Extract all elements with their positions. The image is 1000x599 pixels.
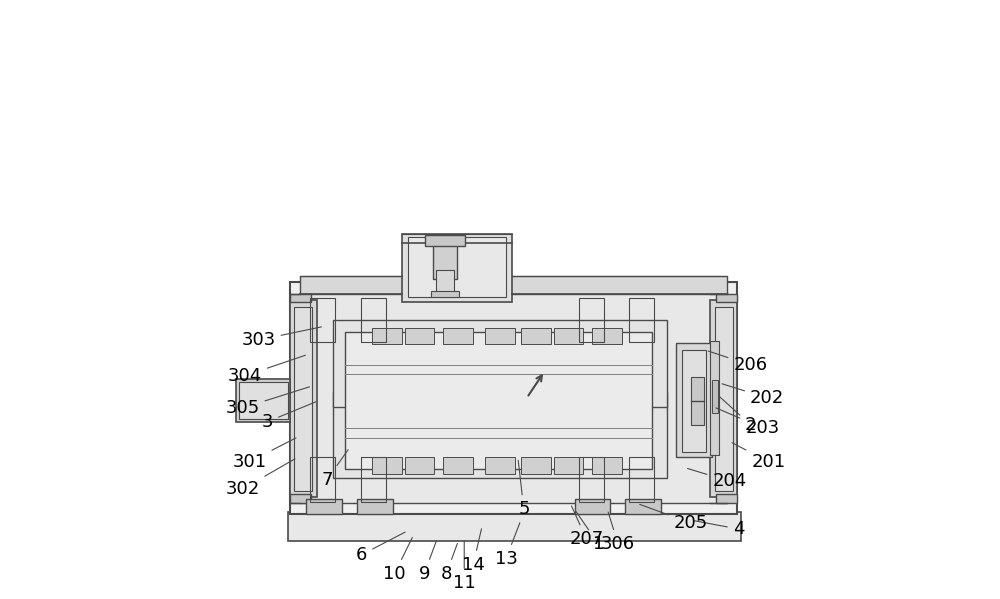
Bar	[436, 270, 454, 294]
Bar	[521, 458, 551, 474]
Text: 206: 206	[708, 351, 767, 374]
Text: 205: 205	[640, 504, 708, 532]
Text: 204: 204	[687, 468, 747, 491]
Text: 11: 11	[453, 541, 476, 592]
Text: 303: 303	[241, 327, 321, 349]
Text: 6: 6	[356, 532, 405, 564]
Bar	[682, 350, 706, 452]
Bar	[408, 237, 506, 297]
Ellipse shape	[481, 345, 531, 362]
Text: 304: 304	[228, 355, 305, 385]
Bar	[716, 294, 737, 302]
Ellipse shape	[585, 345, 636, 362]
Bar	[425, 235, 465, 246]
Bar	[443, 328, 473, 344]
Text: 7: 7	[321, 450, 348, 489]
Text: 202: 202	[722, 384, 784, 407]
Bar	[239, 382, 288, 419]
Bar	[521, 328, 551, 344]
Bar	[676, 343, 712, 458]
Bar	[402, 234, 512, 302]
Bar	[300, 292, 727, 503]
Text: 305: 305	[225, 387, 310, 417]
Bar	[333, 392, 667, 479]
Ellipse shape	[364, 439, 415, 456]
Bar	[333, 320, 667, 407]
Text: 4: 4	[694, 520, 744, 538]
Bar	[592, 458, 622, 474]
Bar	[372, 328, 402, 344]
Bar	[361, 298, 386, 343]
Bar	[310, 298, 335, 343]
Text: 207: 207	[569, 506, 604, 548]
Bar	[715, 307, 733, 492]
Text: 8: 8	[441, 543, 457, 583]
Bar	[288, 512, 741, 541]
Ellipse shape	[364, 345, 415, 362]
Bar	[306, 499, 342, 514]
Bar	[290, 494, 311, 503]
Bar	[290, 294, 311, 302]
Bar	[443, 458, 473, 474]
Bar	[236, 379, 290, 422]
Bar	[554, 458, 583, 474]
Bar	[345, 332, 652, 470]
Bar	[433, 240, 457, 279]
Bar	[579, 458, 604, 502]
Bar	[592, 328, 622, 344]
Text: 1: 1	[576, 512, 604, 553]
Bar	[372, 458, 402, 474]
Bar	[357, 499, 393, 514]
Bar	[691, 377, 704, 425]
Bar	[575, 499, 610, 514]
Text: 10: 10	[383, 537, 412, 583]
Text: 13: 13	[495, 523, 520, 568]
Bar	[294, 307, 312, 492]
Text: 203: 203	[716, 408, 779, 437]
Bar	[300, 276, 727, 294]
Bar	[710, 341, 719, 455]
Ellipse shape	[481, 439, 531, 456]
Bar	[579, 298, 604, 343]
Bar	[361, 458, 386, 502]
Bar	[405, 458, 434, 474]
Text: 301: 301	[233, 438, 296, 471]
Bar	[629, 458, 654, 502]
Text: 3: 3	[262, 402, 316, 431]
Bar	[485, 328, 515, 344]
Bar	[710, 300, 737, 497]
Bar	[554, 328, 583, 344]
Text: 5: 5	[518, 460, 530, 518]
Bar	[290, 300, 317, 497]
Text: 306: 306	[601, 512, 635, 553]
Bar	[405, 328, 434, 344]
Bar	[712, 380, 718, 413]
Text: 201: 201	[732, 443, 785, 471]
Text: 9: 9	[419, 540, 436, 583]
Text: 302: 302	[225, 459, 295, 498]
Bar	[431, 291, 459, 297]
Bar	[716, 494, 737, 503]
Bar	[625, 499, 661, 514]
Text: 14: 14	[462, 529, 485, 574]
Ellipse shape	[585, 439, 636, 456]
Bar	[310, 458, 335, 502]
Bar	[485, 458, 515, 474]
Bar	[629, 298, 654, 343]
Bar	[290, 282, 737, 514]
Text: 2: 2	[720, 397, 756, 434]
